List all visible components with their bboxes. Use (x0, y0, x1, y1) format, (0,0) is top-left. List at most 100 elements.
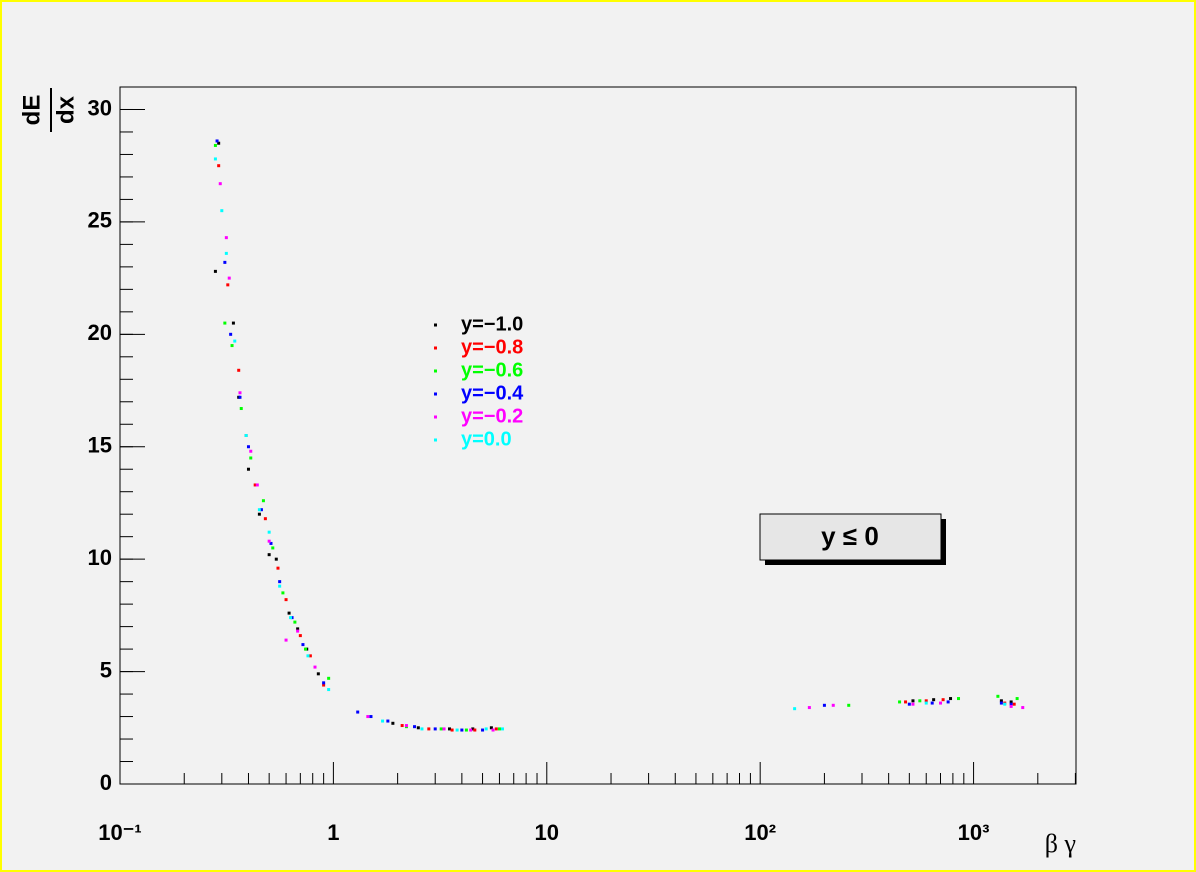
y-tick-label: 30 (88, 95, 112, 120)
point (246, 445, 250, 449)
point (213, 157, 217, 161)
point (439, 727, 443, 731)
point (213, 269, 217, 273)
point (253, 483, 257, 487)
legend-marker (434, 392, 437, 396)
point (303, 647, 307, 651)
legend-marker (434, 369, 437, 373)
point (233, 339, 237, 343)
point (793, 707, 797, 711)
point (489, 726, 493, 730)
point (284, 638, 288, 642)
point (939, 701, 943, 705)
y-axis-label: dE dx (18, 88, 79, 132)
annotation: y ≤ 0 (821, 521, 879, 551)
point (276, 566, 280, 570)
point (249, 449, 253, 453)
point (237, 368, 241, 372)
point (433, 727, 437, 731)
y-tick-label: 0 (100, 770, 112, 795)
point (306, 654, 310, 658)
point (226, 283, 230, 287)
legend-label: y=−0.4 (461, 382, 524, 404)
point (217, 141, 221, 145)
point (327, 688, 331, 692)
point (229, 332, 233, 336)
point (267, 553, 271, 557)
point (807, 706, 811, 710)
point (941, 698, 945, 702)
point (215, 139, 219, 143)
legend-marker (434, 415, 437, 419)
point (271, 546, 275, 550)
point (313, 665, 317, 669)
point (484, 727, 488, 731)
point (473, 728, 477, 732)
point (369, 715, 373, 719)
point (224, 236, 228, 240)
point (404, 724, 408, 728)
point (831, 703, 835, 707)
point (427, 727, 431, 731)
point (274, 557, 278, 561)
y-tick-label: 25 (88, 208, 112, 233)
point (278, 584, 282, 588)
point (322, 683, 326, 687)
point (267, 530, 271, 534)
point (924, 699, 928, 703)
x-tick-label: 10² (744, 820, 776, 845)
legend-label: y=−0.8 (461, 336, 523, 358)
y-tick-label: 15 (88, 433, 112, 458)
point (996, 694, 1000, 698)
x-axis-label: β γ (1045, 829, 1076, 858)
point (1021, 706, 1025, 710)
point (263, 517, 267, 521)
point (904, 700, 908, 704)
point (293, 620, 297, 624)
point (316, 672, 320, 676)
point (999, 701, 1003, 705)
point (481, 728, 485, 732)
point (213, 143, 217, 147)
point (217, 164, 221, 168)
point (284, 598, 288, 602)
point (227, 276, 231, 280)
point (1009, 704, 1013, 708)
point (224, 251, 228, 255)
point (847, 703, 851, 707)
point (911, 702, 915, 706)
x-tick-label: 10 (535, 820, 559, 845)
plot-frame (119, 86, 1077, 785)
legend-marker (434, 346, 437, 350)
point (1015, 697, 1019, 701)
y-tick-label: 5 (100, 657, 112, 682)
point (469, 728, 473, 732)
point (999, 699, 1003, 703)
y-label-num: dE (18, 95, 45, 126)
y-label-den: dx (52, 95, 79, 124)
point (322, 681, 326, 685)
point (255, 483, 259, 487)
legend-label: y=−0.2 (461, 405, 523, 427)
point (957, 697, 961, 701)
point (257, 512, 261, 516)
annotation-box (759, 513, 942, 561)
point (447, 727, 451, 731)
point (301, 643, 305, 647)
point (296, 627, 300, 631)
point (238, 395, 242, 399)
point (450, 728, 454, 732)
point (442, 727, 446, 731)
point (249, 456, 253, 460)
point (420, 727, 424, 731)
point (356, 710, 360, 714)
point (220, 209, 224, 213)
y-tick-label: 10 (88, 545, 112, 570)
legend-label: y=0.0 (461, 428, 512, 450)
point (246, 467, 250, 471)
point (259, 508, 263, 512)
point (278, 580, 282, 584)
x-tick-label: 1 (327, 820, 339, 845)
point (261, 499, 265, 503)
